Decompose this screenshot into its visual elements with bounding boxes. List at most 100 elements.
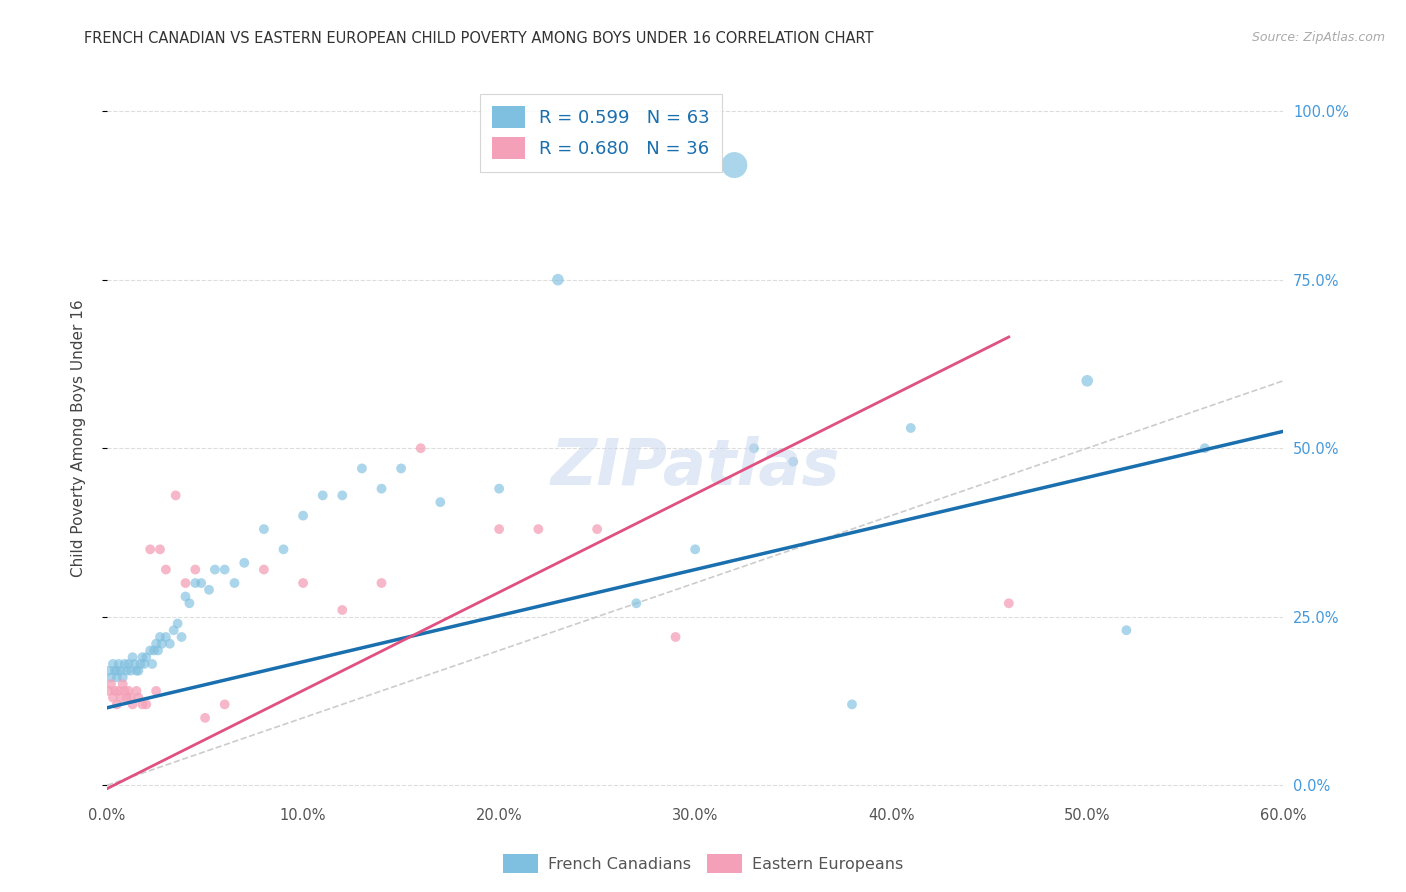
Point [488,522,510,536]
Point [110,690,132,705]
Point [350,461,373,475]
Point [312,488,335,502]
Point [204,563,226,577]
Y-axis label: Child Poverty Among Boys Under 16: Child Poverty Among Boys Under 16 [72,300,86,577]
Point [370,576,392,591]
Point [1194,441,1216,455]
Point [370,482,392,496]
Point [149,630,172,644]
Point [292,576,315,591]
Point [131,698,153,712]
Point [111,677,134,691]
Point [527,522,550,536]
Point [170,630,193,644]
Point [129,657,152,671]
Point [121,650,143,665]
Point [389,461,412,475]
Point [115,690,138,705]
Point [626,596,648,610]
Point [135,650,157,665]
Point [214,563,236,577]
Point [120,690,142,705]
Point [146,643,169,657]
Point [273,542,295,557]
Point [782,455,804,469]
Point [155,630,177,644]
Point [101,690,124,705]
Point [292,508,315,523]
Point [100,670,122,684]
Point [742,441,765,455]
Legend: French Canadians, Eastern Europeans: French Canadians, Eastern Europeans [496,847,910,880]
Point [105,698,128,712]
Point [683,542,706,557]
Point [159,637,181,651]
Point [114,684,136,698]
Point [120,664,142,678]
Point [145,684,167,698]
Point [179,596,201,610]
Text: Source: ZipAtlas.com: Source: ZipAtlas.com [1251,31,1385,45]
Point [488,482,510,496]
Point [214,698,236,712]
Point [723,158,745,172]
Point [125,684,148,698]
Point [111,670,134,684]
Point [149,542,172,557]
Point [110,664,132,678]
Point [104,664,127,678]
Point [100,677,122,691]
Text: FRENCH CANADIAN VS EASTERN EUROPEAN CHILD POVERTY AMONG BOYS UNDER 16 CORRELATIO: FRENCH CANADIAN VS EASTERN EUROPEAN CHIL… [84,31,875,46]
Point [1076,374,1098,388]
Point [586,522,609,536]
Point [253,522,276,536]
Point [131,650,153,665]
Point [900,421,922,435]
Point [174,590,197,604]
Point [104,684,127,698]
Point [124,657,146,671]
Point [409,441,432,455]
Point [98,664,121,678]
Point [547,273,569,287]
Text: ZIPatlas: ZIPatlas [550,436,839,498]
Point [141,657,163,671]
Point [429,495,451,509]
Point [330,488,353,502]
Point [143,643,166,657]
Point [117,684,139,698]
Point [127,664,149,678]
Point [165,488,187,502]
Point [139,643,162,657]
Point [127,690,149,705]
Point [224,576,246,591]
Point [166,616,188,631]
Legend: R = 0.599   N = 63, R = 0.680   N = 36: R = 0.599 N = 63, R = 0.680 N = 36 [479,94,723,172]
Point [194,711,217,725]
Point [233,556,256,570]
Point [115,664,138,678]
Point [253,563,276,577]
Point [330,603,353,617]
Point [174,576,197,591]
Point [184,563,207,577]
Point [108,657,131,671]
Point [117,657,139,671]
Point [1115,624,1137,638]
Point [105,664,128,678]
Point [139,542,162,557]
Point [198,582,221,597]
Point [163,624,186,638]
Point [134,657,156,671]
Point [135,698,157,712]
Point [155,563,177,577]
Point [121,698,143,712]
Point [150,637,173,651]
Point [101,657,124,671]
Point [190,576,212,591]
Point [105,670,128,684]
Point [108,684,131,698]
Point [114,657,136,671]
Point [664,630,686,644]
Point [184,576,207,591]
